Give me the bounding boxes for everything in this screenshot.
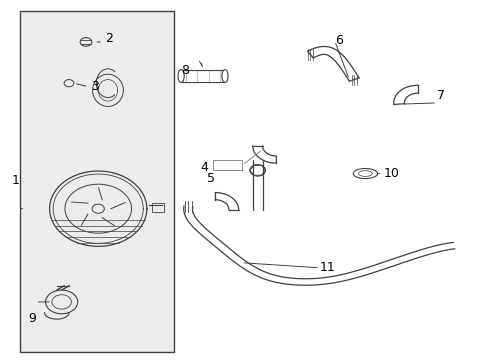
Bar — [181, 69, 224, 82]
Text: 8: 8 — [181, 64, 189, 77]
Text: 7: 7 — [436, 89, 444, 102]
Text: 6: 6 — [334, 34, 342, 48]
Text: 3: 3 — [91, 80, 99, 93]
Text: 11: 11 — [320, 261, 335, 274]
Bar — [152, 203, 163, 212]
Text: 10: 10 — [383, 167, 399, 180]
Bar — [20, 12, 173, 352]
Text: 4: 4 — [200, 161, 207, 174]
Text: 5: 5 — [207, 172, 215, 185]
Bar — [212, 160, 242, 170]
Ellipse shape — [222, 69, 227, 82]
Text: 2: 2 — [105, 32, 113, 45]
Text: 1: 1 — [11, 174, 19, 186]
Ellipse shape — [178, 69, 184, 82]
Text: 9: 9 — [28, 311, 36, 325]
